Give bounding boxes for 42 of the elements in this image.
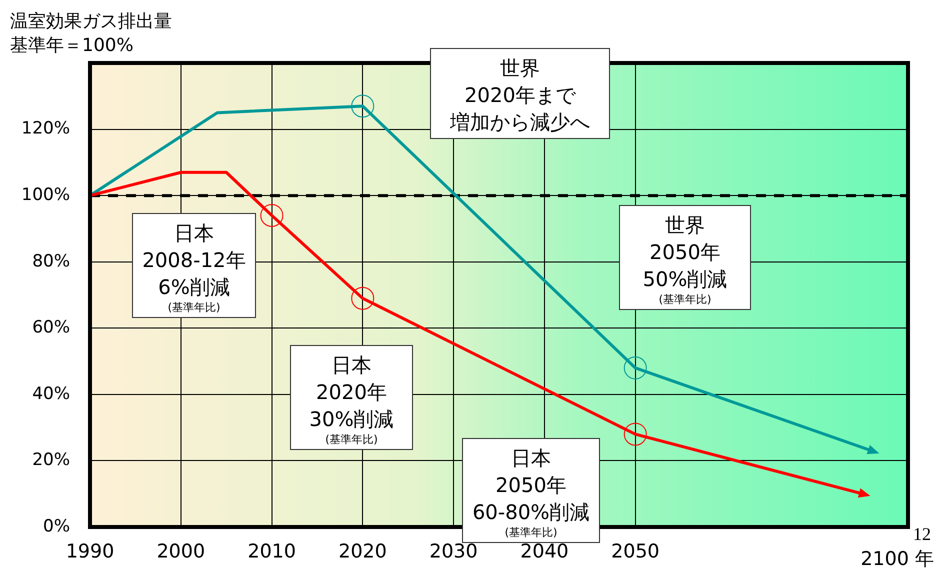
y-tick-label: 40% — [32, 384, 70, 404]
annotation: 増加から減少へ — [449, 109, 591, 136]
annotation: 2020年 — [315, 379, 388, 406]
point — [624, 356, 647, 380]
y-tick-label: 120% — [21, 118, 70, 139]
annotation: 日本 — [173, 220, 215, 247]
y-tick-label: 0% — [43, 516, 70, 536]
y-tick-label: 80% — [32, 251, 70, 272]
annotation: 2050年 — [648, 239, 722, 266]
x-tick-label: 2050 — [611, 540, 660, 562]
annotation: 60-80%削減 — [471, 499, 591, 526]
x-tick-label: 1990 — [66, 540, 114, 562]
annotation: 50%削減 — [642, 266, 728, 293]
annotation: 2020年まで — [464, 82, 577, 109]
annotation: 30%削減 — [308, 406, 395, 433]
annotation: 日本 — [330, 352, 372, 379]
annotation: 2050年 — [494, 472, 568, 499]
annotation: 日本 — [510, 445, 552, 472]
annotation: 世界 — [499, 55, 541, 82]
x-axis-title: 2100 年 — [860, 547, 934, 572]
text: 12 — [913, 524, 931, 544]
annotation: (基準年比) — [324, 433, 379, 447]
x-tick-label: 2040 — [520, 540, 569, 562]
x-tick-label: 2000 — [156, 540, 206, 562]
x-tick-label: 2030 — [429, 540, 478, 562]
y-tick-label: 100% — [21, 184, 70, 205]
point — [624, 422, 647, 446]
chart-subtitle: 基準年＝100% — [10, 34, 134, 58]
annotation: 世界 — [664, 212, 706, 239]
x-tick-label: 2020 — [338, 540, 387, 562]
x-tick-label: 2010 — [248, 540, 296, 562]
point — [351, 94, 374, 118]
annotation: 6%削減 — [157, 274, 231, 301]
y-tick-label: 60% — [32, 318, 70, 338]
point — [351, 286, 374, 310]
point — [260, 204, 284, 227]
y-tick-label: 20% — [32, 450, 70, 470]
annotation: (基準年比) — [166, 301, 222, 315]
annotation: 2008-12年 — [141, 247, 247, 274]
chart-title: 温室効果ガス排出量 — [10, 10, 172, 34]
annotation: (基準年比) — [504, 526, 558, 540]
annotation: (基準年比) — [658, 293, 712, 307]
